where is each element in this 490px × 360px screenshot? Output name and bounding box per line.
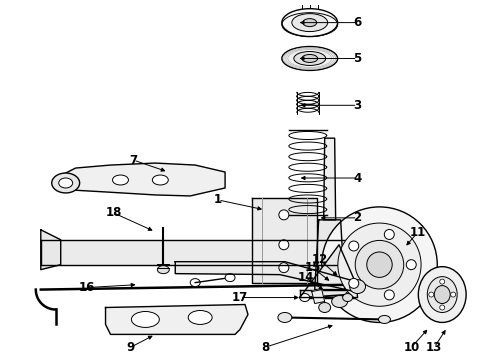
- Ellipse shape: [190, 279, 200, 287]
- Ellipse shape: [52, 173, 80, 193]
- Polygon shape: [300, 245, 358, 298]
- Text: 3: 3: [353, 99, 362, 112]
- Circle shape: [429, 292, 434, 297]
- Ellipse shape: [345, 292, 354, 298]
- Ellipse shape: [303, 19, 317, 27]
- Text: 6: 6: [353, 16, 362, 29]
- Circle shape: [406, 260, 416, 270]
- Text: 8: 8: [261, 341, 269, 354]
- Circle shape: [338, 223, 421, 306]
- Text: 9: 9: [126, 341, 135, 354]
- Text: 17: 17: [232, 291, 248, 304]
- Ellipse shape: [418, 267, 466, 323]
- Text: 18: 18: [105, 206, 122, 219]
- Ellipse shape: [152, 175, 168, 185]
- Circle shape: [384, 229, 394, 239]
- Ellipse shape: [279, 210, 289, 220]
- Ellipse shape: [300, 293, 310, 302]
- Ellipse shape: [188, 310, 212, 324]
- Circle shape: [367, 252, 392, 278]
- Ellipse shape: [349, 280, 366, 293]
- Text: 10: 10: [403, 341, 419, 354]
- Ellipse shape: [302, 54, 318, 62]
- Ellipse shape: [294, 51, 326, 66]
- Ellipse shape: [279, 240, 289, 250]
- Ellipse shape: [343, 293, 353, 302]
- Circle shape: [440, 305, 445, 310]
- Circle shape: [440, 279, 445, 284]
- Ellipse shape: [292, 14, 328, 32]
- Ellipse shape: [279, 263, 289, 273]
- Text: 7: 7: [129, 154, 138, 167]
- Text: 4: 4: [353, 171, 362, 185]
- Text: 13: 13: [426, 341, 442, 354]
- Text: 16: 16: [78, 281, 95, 294]
- Ellipse shape: [131, 311, 159, 328]
- Ellipse shape: [225, 274, 235, 282]
- Text: 11: 11: [409, 226, 425, 239]
- Polygon shape: [324, 138, 336, 220]
- Polygon shape: [300, 289, 358, 298]
- Polygon shape: [315, 220, 344, 289]
- Polygon shape: [312, 289, 325, 303]
- Polygon shape: [175, 262, 360, 292]
- Ellipse shape: [278, 312, 292, 323]
- Ellipse shape: [434, 285, 450, 303]
- Circle shape: [384, 290, 394, 300]
- Polygon shape: [56, 163, 225, 196]
- Text: 15: 15: [305, 261, 321, 274]
- Ellipse shape: [282, 46, 338, 71]
- Polygon shape: [105, 305, 248, 334]
- Text: 12: 12: [312, 253, 328, 266]
- Text: 2: 2: [353, 211, 362, 224]
- Circle shape: [451, 292, 456, 297]
- Ellipse shape: [59, 178, 73, 188]
- Circle shape: [355, 240, 404, 289]
- Polygon shape: [41, 230, 61, 270]
- Circle shape: [349, 241, 359, 251]
- Circle shape: [349, 278, 359, 288]
- Ellipse shape: [157, 266, 169, 274]
- Ellipse shape: [378, 315, 391, 323]
- Polygon shape: [252, 198, 317, 283]
- Ellipse shape: [332, 296, 347, 307]
- Text: 1: 1: [214, 193, 222, 206]
- Ellipse shape: [282, 9, 338, 37]
- Text: 5: 5: [353, 52, 362, 65]
- Ellipse shape: [113, 175, 128, 185]
- Circle shape: [322, 207, 437, 323]
- Polygon shape: [41, 240, 360, 265]
- Ellipse shape: [318, 302, 331, 312]
- Text: 14: 14: [297, 271, 314, 284]
- Ellipse shape: [427, 276, 457, 312]
